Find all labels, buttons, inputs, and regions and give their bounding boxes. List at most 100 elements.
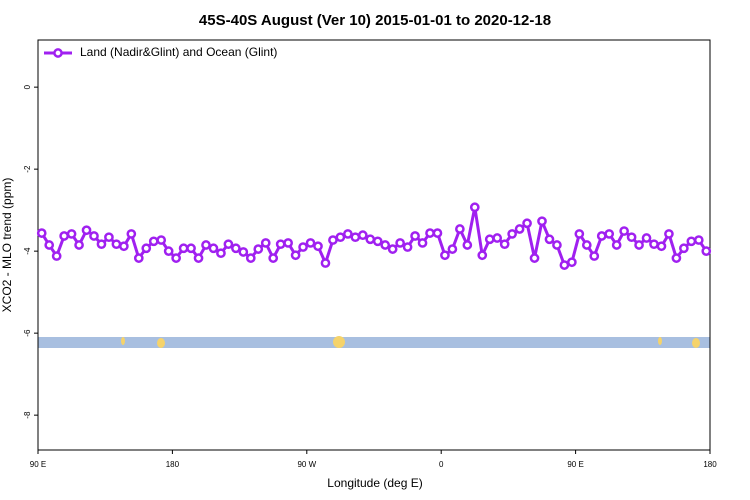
data-point: [701, 246, 712, 256]
data-point: [574, 229, 585, 239]
data-point: [133, 253, 144, 263]
land-patch: [692, 338, 700, 348]
data-point: [298, 242, 308, 252]
data-point: [89, 231, 99, 241]
data-point: [425, 228, 435, 238]
data-point: [589, 251, 600, 261]
data-point: [216, 248, 226, 259]
data-point: [626, 232, 637, 243]
y-axis-label: XCO2 - MLO trend (ppm): [0, 178, 14, 313]
data-point: [469, 202, 480, 213]
data-point: [320, 258, 331, 268]
data-point: [619, 226, 629, 236]
legend-label: Land (Nadir&Glint) and Ocean (Glint): [80, 45, 277, 59]
data-point: [328, 235, 338, 245]
data-point: [679, 243, 689, 254]
data-point: [44, 240, 55, 250]
data-point: [74, 240, 84, 250]
data-point: [223, 239, 234, 250]
data-point: [365, 234, 376, 245]
x-tick-label: 180: [703, 460, 717, 469]
data-point: [671, 253, 682, 263]
x-tick-label: 90 E: [30, 460, 46, 469]
data-point: [641, 233, 652, 243]
data-point: [141, 243, 152, 254]
data-point: [596, 231, 607, 241]
data-point: [126, 229, 137, 239]
data-point: [611, 240, 622, 250]
data-point: [313, 241, 323, 252]
data-point: [581, 240, 592, 250]
data-point: [51, 251, 62, 261]
data-point: [567, 257, 577, 268]
data-point: [387, 244, 398, 254]
data-point: [395, 238, 405, 248]
data-point: [686, 236, 697, 247]
data-point: [208, 243, 219, 254]
data-point: [559, 260, 570, 270]
data-point: [552, 240, 562, 250]
data-point: [163, 246, 174, 256]
data-point: [36, 228, 47, 238]
data-point: [417, 238, 428, 248]
data-point: [238, 247, 249, 257]
data-point: [649, 239, 659, 250]
x-axis-label: Longitude (deg E): [327, 476, 422, 490]
data-point: [492, 233, 503, 243]
land-patch: [658, 337, 662, 345]
y-tick-label: -6: [23, 329, 32, 337]
data-point: [350, 232, 361, 243]
data-point: [111, 239, 122, 250]
data-point: [664, 229, 674, 239]
data-point: [656, 241, 667, 252]
land-patch: [333, 336, 345, 348]
data-point: [529, 253, 540, 263]
x-tick-label: 90 W: [297, 460, 316, 469]
data-point: [148, 236, 159, 247]
x-tick-label: 90 E: [567, 460, 583, 469]
data-point: [268, 253, 279, 263]
ocean-strip: [38, 337, 710, 348]
data-point: [357, 230, 368, 241]
data-point: [66, 229, 77, 239]
data-point: [462, 240, 473, 250]
data-point: [455, 224, 465, 234]
data-point: [380, 240, 391, 250]
data-point: [499, 239, 510, 250]
data-point: [402, 242, 413, 252]
data-point: [59, 231, 69, 241]
y-tick-label: -2: [23, 165, 32, 173]
data-point: [178, 243, 189, 254]
data-point: [231, 243, 241, 254]
data-point: [290, 250, 301, 261]
data-point: [245, 253, 256, 263]
land-patch: [157, 338, 165, 348]
data-point: [372, 236, 383, 247]
surface-mask-strip: [38, 336, 710, 348]
data-point: [604, 229, 615, 239]
data-point: [193, 253, 204, 263]
data-point: [283, 238, 293, 248]
land-patch: [121, 337, 125, 345]
data-point: [432, 228, 443, 238]
data-point: [440, 250, 450, 261]
chart-title: 45S-40S August (Ver 10) 2015-01-01 to 20…: [199, 12, 551, 29]
y-tick-label: -8: [23, 411, 32, 419]
data-point: [544, 234, 555, 245]
data-point: [275, 239, 286, 250]
plot-frame: [37, 39, 711, 451]
data-point: [507, 229, 517, 239]
data-point: [522, 218, 532, 229]
x-tick-label: 0: [439, 460, 444, 469]
data-point: [305, 238, 316, 248]
data-point: [484, 234, 495, 245]
data-point: [96, 239, 107, 250]
data-point: [335, 232, 346, 243]
legend-marker: [53, 48, 63, 58]
x-tick-label: 180: [166, 460, 180, 469]
data-point: [260, 238, 271, 248]
data-point: [693, 235, 704, 245]
data-point: [634, 240, 644, 250]
data-point: [343, 229, 353, 239]
